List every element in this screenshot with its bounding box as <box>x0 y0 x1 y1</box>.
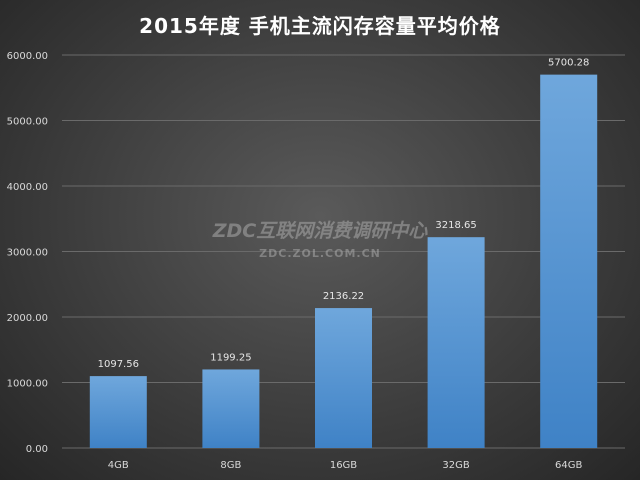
x-tick-label: 8GB <box>220 460 241 471</box>
data-label: 2136.22 <box>323 291 364 302</box>
x-tick-label: 32GB <box>442 460 469 471</box>
y-tick-label: 0.00 <box>26 444 48 455</box>
bar <box>202 369 260 448</box>
data-label: 5700.28 <box>548 58 589 69</box>
data-label: 1097.56 <box>98 359 139 370</box>
y-tick-label: 6000.00 <box>7 51 48 62</box>
watermark-url: ZDC.ZOL.COM.CN <box>259 247 381 260</box>
y-tick-label: 2000.00 <box>7 313 48 324</box>
chart-title: 2015年度 手机主流闪存容量平均价格 <box>139 14 501 38</box>
y-tick-label: 5000.00 <box>7 117 48 128</box>
y-tick-label: 3000.00 <box>7 248 48 259</box>
x-axis-ticks: 4GB 8GB 16GB 32GB 64GB <box>108 460 583 471</box>
x-tick-label: 16GB <box>330 460 357 471</box>
data-label: 3218.65 <box>435 220 476 231</box>
bar <box>89 376 147 448</box>
watermark-text: ZDC互联网消费调研中心 <box>212 220 428 242</box>
x-tick-label: 4GB <box>108 460 129 471</box>
bars <box>89 74 598 449</box>
y-axis-ticks: 0.00 1000.00 2000.00 3000.00 4000.00 5000.00 6… <box>7 51 48 455</box>
data-label: 1199.25 <box>210 352 251 363</box>
data-labels: 1097.56 1199.25 2136.22 3218.65 5700.28 <box>98 58 590 370</box>
bar <box>315 308 372 448</box>
watermark: ZDC互联网消费调研中心 ZDC.ZOL.COM.CN <box>200 216 440 260</box>
y-tick-label: 4000.00 <box>7 182 48 193</box>
x-tick-label: 64GB <box>555 460 582 471</box>
y-tick-label: 1000.00 <box>7 379 48 390</box>
bar <box>540 74 598 449</box>
bar <box>427 237 485 448</box>
